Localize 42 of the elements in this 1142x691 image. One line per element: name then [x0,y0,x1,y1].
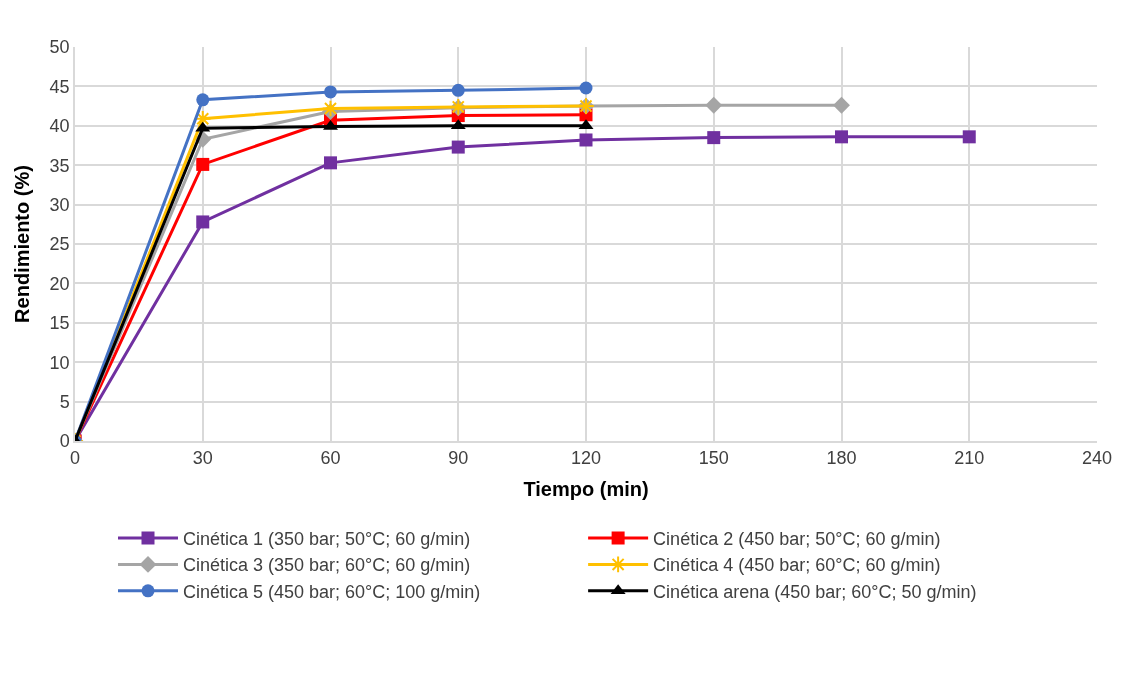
point [707,131,721,145]
y-tick-label: 30 [49,194,70,215]
x-tick-label: 150 [698,448,729,469]
legend-label: Cinética 4 (450 bar; 60°C; 60 g/min) [653,555,941,576]
point [196,93,210,107]
y-tick-label: 20 [49,273,70,294]
legend-label: Cinética 5 (450 bar; 60°C; 100 g/min) [183,581,481,602]
y-tick-label: 50 [49,37,70,58]
point [962,130,976,144]
point [196,157,210,171]
y-tick-label: 25 [49,234,70,255]
point [324,85,337,99]
x-tick-label: 180 [826,448,857,469]
point [451,83,465,97]
legend-label: Cinética 1 (350 bar; 50°C; 60 g/min) [183,529,471,550]
y-tick-label: 35 [49,155,70,176]
point [324,156,337,170]
legend-label: Cinética 2 (450 bar; 50°C; 60 g/min) [653,529,941,550]
y-tick-label: 15 [49,313,70,334]
x-tick-label: 210 [954,448,985,469]
y-tick-label: 10 [49,352,70,373]
x-tick-label: 30 [192,448,213,469]
point [579,81,593,95]
point [579,133,593,147]
point [835,130,848,144]
y-tick-label: 0 [59,431,70,452]
x-tick-label: 60 [320,448,341,469]
x-tick-label: 90 [448,448,469,469]
x-tick-label: 120 [570,448,602,469]
legend-label: Cinética 3 (350 bar; 60°C; 60 g/min) [183,555,471,576]
point [451,140,465,154]
point [833,96,850,114]
y-tick-label: 5 [59,391,70,412]
point [705,96,723,114]
y-tick-label: 45 [49,76,70,97]
legend-label: Cinética arena (450 bar; 60°C; 50 g/min) [653,581,977,602]
y-axis-title: Rendimiento (%) [10,165,33,323]
x-tick-label: 240 [1081,448,1113,469]
x-axis-title: Tiempo (min) [523,478,649,501]
y-tick-label: 40 [49,116,70,137]
point [321,99,340,118]
point [196,215,210,229]
